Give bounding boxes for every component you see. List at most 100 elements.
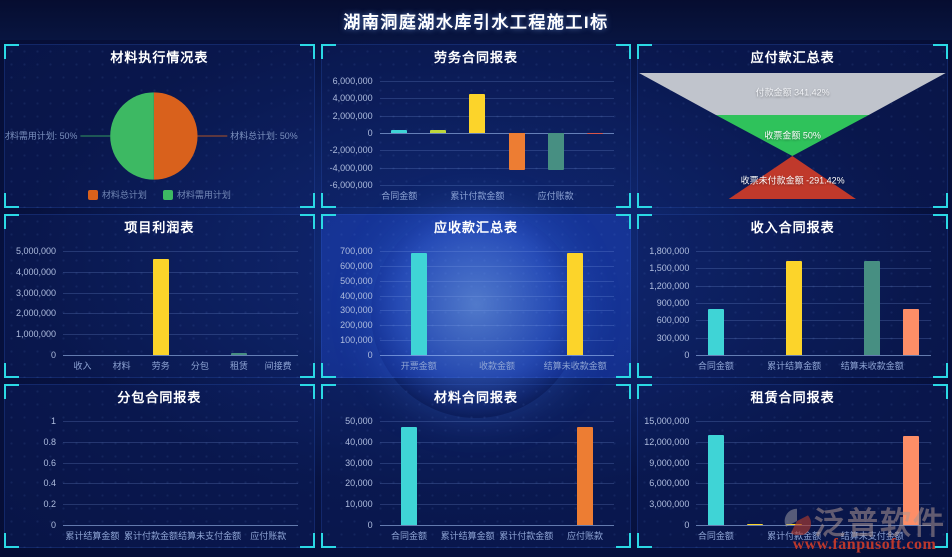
gridline bbox=[379, 251, 615, 252]
bar[interactable] bbox=[576, 427, 593, 525]
bar[interactable] bbox=[430, 130, 447, 133]
gridline bbox=[379, 325, 615, 327]
funnel-label: 收票金额 50% bbox=[764, 130, 821, 141]
bar[interactable] bbox=[469, 93, 486, 133]
lease-contract-bar-chart[interactable]: 15,000,000 12,000,000 9,000,000 6,000,000 3,… bbox=[638, 411, 947, 545]
y-tick-label: 0 bbox=[367, 520, 373, 530]
legend-label: 材料需用计划 bbox=[176, 190, 231, 200]
bar[interactable] bbox=[864, 260, 881, 355]
bar-plot-area: 700,000 600,000 500,000 400,000 300,000 200,0… bbox=[340, 246, 615, 371]
bar[interactable] bbox=[547, 133, 564, 170]
x-axis-label: 累计付款金额 bbox=[450, 191, 505, 201]
pie-slice[interactable] bbox=[153, 92, 198, 180]
corner-bracket-icon bbox=[320, 44, 336, 59]
bar[interactable] bbox=[746, 523, 763, 525]
bar[interactable] bbox=[152, 259, 169, 355]
bar[interactable] bbox=[400, 427, 417, 525]
gridline bbox=[379, 280, 615, 282]
gridline bbox=[63, 292, 298, 294]
bar[interactable] bbox=[230, 353, 247, 355]
watermark-brand: 泛普软件 bbox=[814, 506, 946, 541]
y-tick-label: 100,000 bbox=[340, 335, 373, 346]
page-title: 湖南洞庭湖水库引水工程施工I标 bbox=[343, 12, 609, 32]
y-tick-label: 2,000,000 bbox=[15, 308, 56, 319]
material-execution-pie-chart[interactable]: 材料需用计划: 50% 材料总计划: 50% 材料总计划 材料需用计划 bbox=[5, 71, 314, 205]
funnel-segment[interactable] bbox=[639, 73, 946, 115]
panel-title: 材料合同报表 bbox=[433, 390, 518, 405]
funnel-segment[interactable] bbox=[729, 156, 857, 199]
panel-title: 材料执行情况表 bbox=[110, 50, 209, 65]
payable-summary-funnel-chart[interactable]: 付款金额 341.42% 收票金额 50% 收票未付款金额 -291.42% bbox=[638, 71, 947, 205]
x-axis-label: 应付账款 bbox=[566, 531, 603, 541]
y-tick-label: 6,000,000 bbox=[332, 76, 373, 86]
gridline bbox=[379, 98, 615, 100]
gridline bbox=[696, 320, 931, 322]
y-tick-label: 5,000,000 bbox=[15, 246, 56, 256]
y-tick-label: 0 bbox=[50, 350, 56, 360]
pie-label-right: 材料总计划: 50% bbox=[230, 130, 297, 141]
corner-bracket-icon bbox=[320, 193, 336, 208]
project-profit-bar-chart[interactable]: 5,000,000 4,000,000 3,000,000 2,000,000 1,00… bbox=[5, 241, 314, 375]
x-axis-label: 应付账款 bbox=[250, 531, 287, 541]
bar[interactable] bbox=[707, 309, 724, 355]
gridline bbox=[696, 355, 931, 356]
panel-material-contract: 材料合同报表 50,000 40,000 30,000 20,000 10,000 0 合同… bbox=[320, 384, 632, 548]
legend-item[interactable]: 材料总计划 bbox=[87, 188, 147, 201]
x-axis-label: 合同金额 bbox=[390, 531, 427, 541]
corner-bracket-icon bbox=[616, 384, 632, 399]
labor-contract-bar-chart[interactable]: 6,000,000 4,000,000 2,000,000 0 -2,000,000 -4… bbox=[322, 71, 631, 205]
corner-bracket-icon bbox=[4, 533, 19, 548]
corner-bracket-icon bbox=[299, 214, 315, 229]
y-tick-label: 200,000 bbox=[340, 320, 373, 331]
gridline bbox=[379, 355, 615, 356]
panel-subcontract: 分包合同报表 1 0.8 0.6 0.4 0.2 0 累计结算金额 累计付款金额 结算未支付金额… bbox=[4, 384, 315, 548]
gridline bbox=[379, 265, 615, 267]
panel-title: 租赁合同报表 bbox=[750, 390, 835, 405]
receivable-summary-bar-chart[interactable]: 700,000 600,000 500,000 400,000 300,000 200,0… bbox=[322, 208, 631, 419]
gridline bbox=[379, 462, 615, 464]
corner-bracket-icon bbox=[637, 193, 653, 208]
bar[interactable] bbox=[391, 129, 408, 133]
bar[interactable] bbox=[707, 434, 724, 525]
gridline bbox=[696, 525, 931, 526]
y-tick-label: 15,000,000 bbox=[644, 416, 690, 426]
bar[interactable] bbox=[567, 252, 584, 355]
subcontract-bar-chart[interactable]: 1 0.8 0.6 0.4 0.2 0 累计结算金额 累计付款金额 结算未支付金额 应付账款 bbox=[5, 411, 314, 545]
watermark: 泛普软件 www.fanpusoft.com bbox=[783, 507, 946, 554]
corner-bracket-icon bbox=[4, 44, 19, 59]
bar[interactable] bbox=[786, 260, 803, 355]
x-axis-label: 结算未支付金额 bbox=[178, 531, 242, 541]
panel-title: 收入合同报表 bbox=[750, 220, 835, 235]
dashboard-grid: 材料执行情况表 材料需用计划: 50% 材料总计划: 50% 材料总计划 材料需用计划… bbox=[0, 40, 952, 557]
income-contract-bar-chart[interactable]: 1,800,000 1,500,000 1,200,000 900,000 600,00… bbox=[638, 241, 947, 375]
material-contract-bar-chart[interactable]: 50,000 40,000 30,000 20,000 10,000 0 合同金额 累计结算金… bbox=[322, 411, 631, 545]
pie-label-left: 材料需用计划: 50% bbox=[5, 130, 78, 141]
bar-plot-area: 1,800,000 1,500,000 1,200,000 900,000 600,00… bbox=[649, 246, 931, 371]
y-tick-label: 600,000 bbox=[340, 260, 373, 271]
corner-bracket-icon bbox=[4, 193, 19, 208]
pie-slice[interactable] bbox=[110, 92, 154, 180]
gridline bbox=[379, 295, 615, 297]
page-header: 湖南洞庭湖水库引水工程施工I标 bbox=[0, 0, 952, 40]
bar[interactable] bbox=[586, 133, 603, 135]
funnel-segment[interactable] bbox=[716, 114, 870, 157]
x-axis-label: 分包 bbox=[190, 361, 209, 371]
gridline bbox=[379, 483, 615, 485]
x-axis-label: 累计结算金额 bbox=[767, 361, 822, 371]
y-tick-label: 0.4 bbox=[43, 478, 56, 489]
corner-bracket-icon bbox=[932, 363, 948, 378]
funnel-label: 收票未付款金额 -291.42% bbox=[740, 175, 845, 186]
panel-payable-summary: 应付款汇总表 付款金额 341.42% 收票金额 50% 收票未付款金额 -291.… bbox=[637, 44, 948, 208]
corner-bracket-icon bbox=[299, 44, 315, 59]
bar[interactable] bbox=[903, 436, 920, 525]
corner-bracket-icon bbox=[932, 533, 948, 548]
bar[interactable] bbox=[903, 309, 920, 355]
bar[interactable] bbox=[508, 133, 525, 170]
bar[interactable] bbox=[410, 252, 427, 355]
pie-chart-svg: 材料需用计划: 50% 材料总计划: 50% bbox=[5, 92, 298, 180]
gridline bbox=[63, 441, 298, 443]
gridline bbox=[379, 441, 615, 443]
x-axis-label: 结算未收款金额 bbox=[840, 361, 904, 371]
bar[interactable] bbox=[786, 523, 803, 525]
legend-item[interactable]: 材料需用计划 bbox=[162, 188, 231, 201]
